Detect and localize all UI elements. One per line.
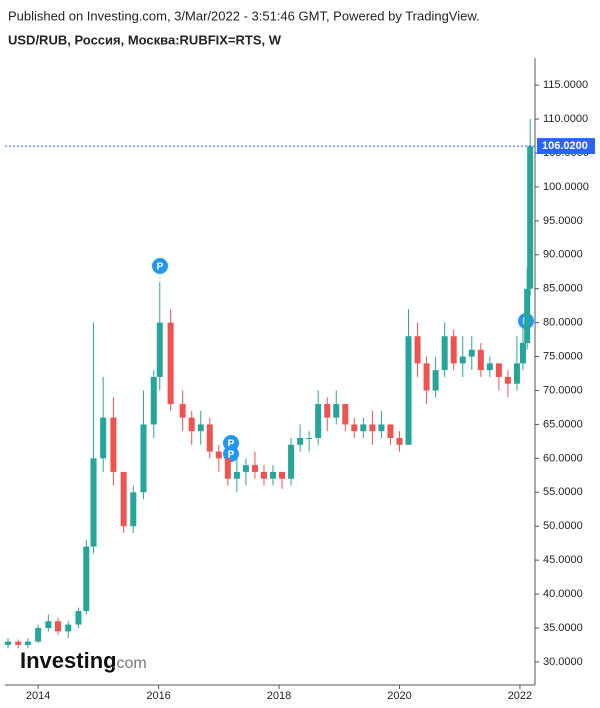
candle-body xyxy=(468,349,475,357)
candle-body xyxy=(405,336,412,445)
candle-body xyxy=(156,322,163,377)
candle-body xyxy=(5,641,12,645)
y-tick-label: 60.0000 xyxy=(543,452,583,464)
candle-body xyxy=(100,417,107,459)
y-tick-label: 65.0000 xyxy=(543,418,583,430)
candle-body xyxy=(65,624,72,632)
candle-body xyxy=(54,621,62,632)
logo-suffix: .com xyxy=(112,655,147,672)
candle-body xyxy=(242,465,249,472)
symbol-title: USD/RUB, Россия, Москва:RUBFIX=RTS, W xyxy=(8,32,282,47)
candle-body xyxy=(233,471,240,479)
candle-body xyxy=(315,404,322,438)
y-tick-label: 70.0000 xyxy=(543,384,583,396)
candle-body xyxy=(130,492,137,527)
candle-body xyxy=(167,322,174,405)
x-tick-label: 2018 xyxy=(267,690,291,702)
candle-body xyxy=(251,465,258,472)
last-price-label: 106.0200 xyxy=(542,140,588,152)
candle-body xyxy=(513,363,520,384)
candle-body xyxy=(288,444,295,479)
y-tick-label: 95.0000 xyxy=(543,215,583,227)
x-tick-label: 2016 xyxy=(146,690,170,702)
candle-body xyxy=(351,424,358,432)
last-price-box xyxy=(537,138,595,155)
candle-body xyxy=(306,438,313,439)
logo-word: Investing xyxy=(20,648,117,673)
candle-body xyxy=(279,471,286,479)
candle-body xyxy=(360,424,367,432)
y-tick-label: 55.0000 xyxy=(543,486,583,498)
candle-body xyxy=(90,458,97,547)
candle-body xyxy=(188,417,195,432)
candle-body xyxy=(150,376,157,425)
candle-body xyxy=(110,417,117,472)
y-tick-label: 45.0000 xyxy=(543,554,583,566)
svg-text:P: P xyxy=(157,262,164,273)
y-tick-label: 110.0000 xyxy=(543,113,588,125)
candle-body xyxy=(215,451,222,459)
candle-body xyxy=(45,621,52,628)
y-tick-label: 80.0000 xyxy=(543,317,583,329)
candle-body xyxy=(140,424,147,493)
candle-body xyxy=(477,349,484,371)
candle-body xyxy=(24,641,31,645)
candle-body xyxy=(414,336,421,364)
candle-body xyxy=(519,343,526,364)
candle-body xyxy=(197,424,204,432)
x-tick-label: 2014 xyxy=(26,690,50,702)
x-tick-label: 2022 xyxy=(508,690,532,702)
y-tick-label: 50.0000 xyxy=(543,520,583,532)
candle-body xyxy=(504,376,511,384)
candle-body xyxy=(324,404,331,418)
candle-body xyxy=(495,363,502,377)
y-tick-label: 90.0000 xyxy=(543,249,583,261)
candle-body xyxy=(396,438,403,445)
y-tick-label: 75.0000 xyxy=(543,350,583,362)
y-tick-label: 115.0000 xyxy=(543,79,588,91)
candle-body xyxy=(15,641,22,645)
candle-body xyxy=(206,424,213,452)
y-tick-label: 35.0000 xyxy=(543,622,583,634)
x-tick-label: 2020 xyxy=(387,690,411,702)
candle-body xyxy=(450,336,457,364)
candle-body xyxy=(297,438,304,445)
candle-body xyxy=(83,546,90,612)
candle-body xyxy=(486,363,493,371)
y-tick-label: 85.0000 xyxy=(543,283,583,295)
candle-body xyxy=(378,424,385,432)
candle-body xyxy=(260,471,267,479)
y-tick-label: 30.0000 xyxy=(543,656,583,668)
candle-body xyxy=(224,458,231,479)
candle-body xyxy=(524,288,531,343)
published-note: Published on Investing.com, 3/Mar/2022 -… xyxy=(8,8,480,23)
candle-body xyxy=(179,404,186,418)
candle-body xyxy=(35,628,42,642)
candle-body xyxy=(387,424,394,438)
y-tick-label: 100.0000 xyxy=(543,181,589,193)
candle-body xyxy=(333,404,340,418)
candle-body xyxy=(527,146,534,289)
candle-body xyxy=(270,471,277,479)
candle-body xyxy=(441,336,448,371)
svg-text:P: P xyxy=(228,439,235,450)
candle-body xyxy=(459,356,466,364)
candle-body xyxy=(75,611,82,625)
candle-body xyxy=(432,370,439,391)
candle-body xyxy=(342,404,349,425)
svg-text:P: P xyxy=(228,450,235,461)
candle-body xyxy=(369,424,376,432)
candle-body xyxy=(120,471,127,527)
candle-body xyxy=(423,363,430,391)
y-tick-label: 40.0000 xyxy=(543,588,583,600)
